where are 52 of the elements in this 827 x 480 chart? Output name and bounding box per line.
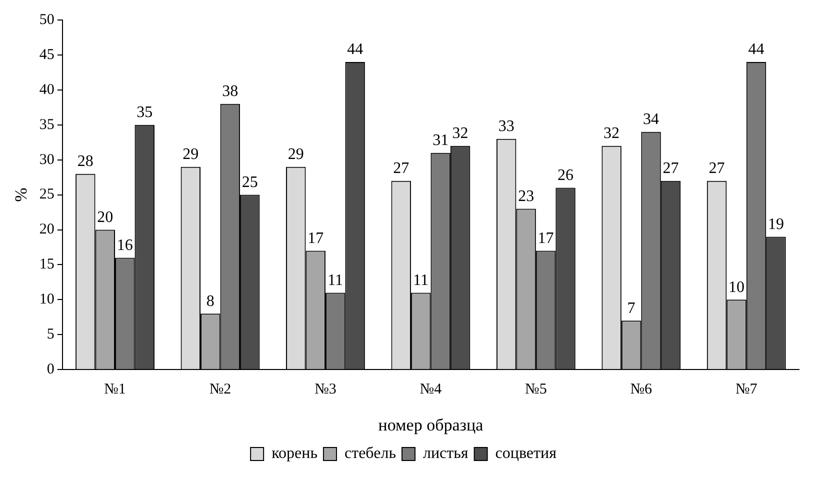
data-label: 26	[558, 167, 574, 184]
y-tick-label: 20	[39, 222, 54, 238]
data-label: 27	[393, 160, 410, 178]
legend-label: корень	[272, 445, 318, 462]
x-tick-label: №5	[525, 382, 547, 398]
legend-label: листья	[422, 445, 469, 462]
data-label: 11	[328, 272, 344, 289]
y-tick-label: 45	[39, 46, 54, 63]
data-label: 17	[308, 230, 324, 247]
data-label: 11	[413, 272, 429, 289]
data-label: 19	[768, 216, 784, 233]
data-label: 23	[518, 188, 534, 205]
y-tick-label: 15	[39, 256, 54, 273]
data-label: 32	[452, 125, 468, 142]
y-tick-label: 5	[46, 326, 54, 343]
x-tick-label: №3	[314, 382, 336, 398]
data-label: 32	[604, 125, 620, 142]
data-label: 31	[432, 132, 449, 150]
y-axis-title: %	[12, 188, 31, 202]
data-label: 44	[347, 41, 364, 58]
y-tick-label: 35	[39, 116, 54, 133]
y-tick-label: 30	[39, 152, 54, 168]
data-label: 27	[662, 160, 679, 178]
data-label: 29	[288, 146, 304, 164]
y-tick-label: 40	[39, 82, 54, 98]
x-tick-label: №1	[104, 382, 126, 398]
data-label: 8	[206, 292, 214, 310]
data-label: 28	[77, 153, 94, 170]
x-tick-label: №2	[209, 382, 232, 398]
data-label: 16	[116, 236, 133, 254]
data-label: 27	[708, 160, 725, 178]
data-label: 10	[728, 278, 745, 296]
x-axis-title: номер образца	[378, 415, 484, 434]
data-label: 38	[222, 83, 238, 100]
data-label: 17	[538, 230, 554, 247]
data-label: 29	[182, 146, 199, 164]
data-label: 44	[748, 41, 764, 58]
data-label: 25	[242, 174, 258, 192]
y-tick-label: 0	[46, 362, 54, 378]
x-tick-label: №6	[630, 382, 653, 398]
y-tick-label: 25	[39, 186, 54, 203]
data-label: 7	[627, 300, 636, 317]
y-tick-label: 50	[39, 12, 54, 28]
legend-label: стебель	[344, 445, 396, 462]
legend-label: соцветия	[495, 445, 558, 462]
x-tick-label: №7	[735, 382, 758, 398]
data-label: 35	[136, 104, 153, 122]
y-tick-label: 10	[39, 292, 54, 308]
data-label: 33	[498, 118, 514, 136]
x-tick-label: №4	[420, 382, 442, 398]
data-label: 20	[97, 208, 114, 226]
data-label: 34	[643, 111, 660, 128]
